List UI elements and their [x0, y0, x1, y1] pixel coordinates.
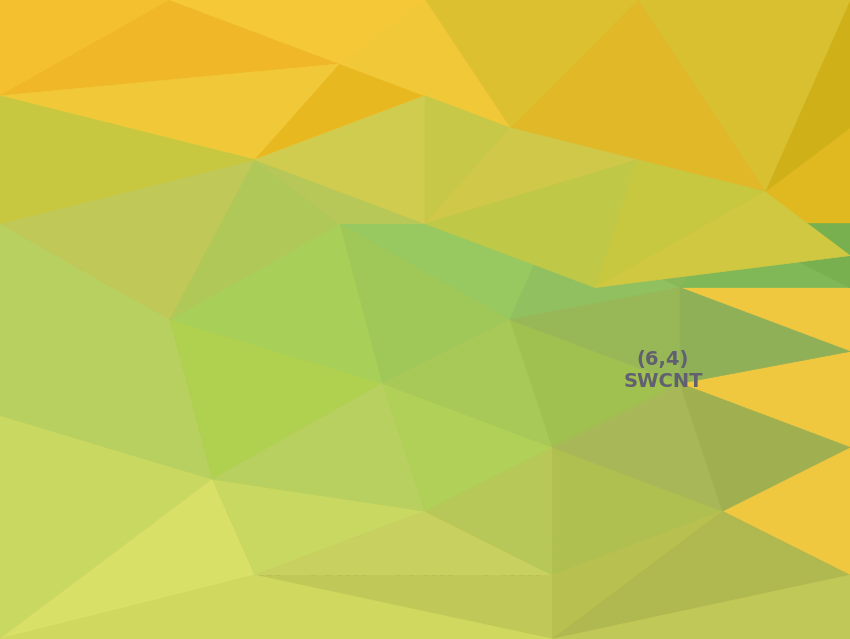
Polygon shape	[595, 160, 765, 288]
Polygon shape	[765, 128, 850, 256]
Polygon shape	[255, 96, 425, 224]
Polygon shape	[212, 383, 425, 511]
Polygon shape	[255, 128, 510, 224]
Polygon shape	[425, 447, 552, 575]
Polygon shape	[0, 0, 340, 96]
Polygon shape	[552, 511, 850, 639]
Polygon shape	[170, 224, 382, 383]
Polygon shape	[0, 479, 255, 639]
Polygon shape	[680, 224, 850, 288]
Polygon shape	[382, 383, 552, 511]
Polygon shape	[340, 224, 552, 320]
Polygon shape	[212, 479, 425, 575]
Polygon shape	[765, 0, 850, 192]
Polygon shape	[340, 224, 510, 383]
Polygon shape	[0, 64, 340, 160]
Polygon shape	[170, 320, 382, 479]
Polygon shape	[552, 383, 722, 511]
Polygon shape	[255, 96, 510, 160]
Polygon shape	[0, 415, 212, 639]
Polygon shape	[425, 128, 638, 224]
Polygon shape	[0, 224, 170, 415]
Polygon shape	[340, 0, 510, 128]
Polygon shape	[425, 0, 638, 128]
Polygon shape	[255, 160, 425, 224]
Polygon shape	[382, 320, 552, 447]
Text: (6,4)
SWCNT: (6,4) SWCNT	[623, 350, 703, 391]
Polygon shape	[425, 96, 510, 224]
Y-axis label: PL Intensity: PL Intensity	[69, 213, 97, 400]
Polygon shape	[425, 160, 638, 288]
Polygon shape	[638, 0, 850, 192]
Polygon shape	[255, 575, 552, 639]
Polygon shape	[255, 64, 425, 160]
Polygon shape	[552, 575, 850, 639]
Polygon shape	[595, 160, 765, 288]
Polygon shape	[0, 96, 255, 224]
Polygon shape	[510, 288, 680, 383]
Polygon shape	[552, 224, 722, 288]
Polygon shape	[0, 320, 212, 479]
Polygon shape	[0, 160, 255, 320]
Polygon shape	[255, 511, 552, 575]
Polygon shape	[170, 160, 340, 320]
Polygon shape	[0, 0, 170, 96]
Polygon shape	[680, 288, 850, 383]
Polygon shape	[425, 160, 638, 288]
Polygon shape	[722, 224, 850, 288]
Polygon shape	[552, 447, 722, 575]
Polygon shape	[552, 511, 722, 639]
X-axis label: Wavelength (nm): Wavelength (nm)	[196, 596, 467, 624]
Polygon shape	[425, 128, 638, 224]
Polygon shape	[170, 0, 425, 64]
Polygon shape	[510, 320, 680, 447]
Polygon shape	[0, 575, 552, 639]
Polygon shape	[595, 192, 850, 288]
Polygon shape	[680, 383, 850, 511]
Polygon shape	[510, 0, 765, 192]
Polygon shape	[510, 224, 680, 320]
Polygon shape	[595, 192, 850, 288]
